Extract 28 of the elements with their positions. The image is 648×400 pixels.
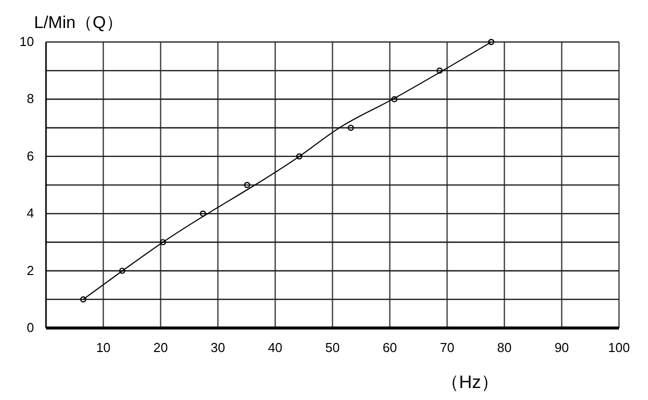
- point: [296, 153, 302, 160]
- x-tick-label: 60: [382, 340, 398, 355]
- y-axis-title: L/Min（Q）: [34, 13, 123, 32]
- x-tick-label: 40: [268, 340, 282, 355]
- x-tick-label: 70: [440, 340, 454, 355]
- y-tick-label: 0: [26, 320, 34, 335]
- point: [200, 210, 206, 217]
- x-tick-label: 50: [325, 340, 340, 355]
- point: [119, 268, 126, 274]
- y-tick-label: 8: [26, 91, 34, 106]
- x-tick-label: 20: [153, 340, 168, 355]
- x-tick-label: 100: [608, 340, 630, 355]
- point: [348, 124, 354, 131]
- point: [391, 96, 398, 102]
- point: [488, 38, 494, 46]
- y-tick-label: 10: [20, 34, 34, 49]
- x-tick-label: 90: [554, 340, 569, 355]
- point: [80, 296, 86, 302]
- x-tick-label: 30: [210, 340, 226, 355]
- y-tick-label: 4: [26, 206, 34, 221]
- y-tick-label: 6: [26, 148, 34, 164]
- y-tick-label: 2: [26, 262, 34, 278]
- x-axis-title: （Hz）: [441, 372, 499, 392]
- x-tick-label: 80: [497, 340, 512, 355]
- x-tick-label: 10: [96, 340, 111, 355]
- point: [244, 182, 250, 188]
- point: [160, 239, 166, 246]
- point: [436, 68, 443, 74]
